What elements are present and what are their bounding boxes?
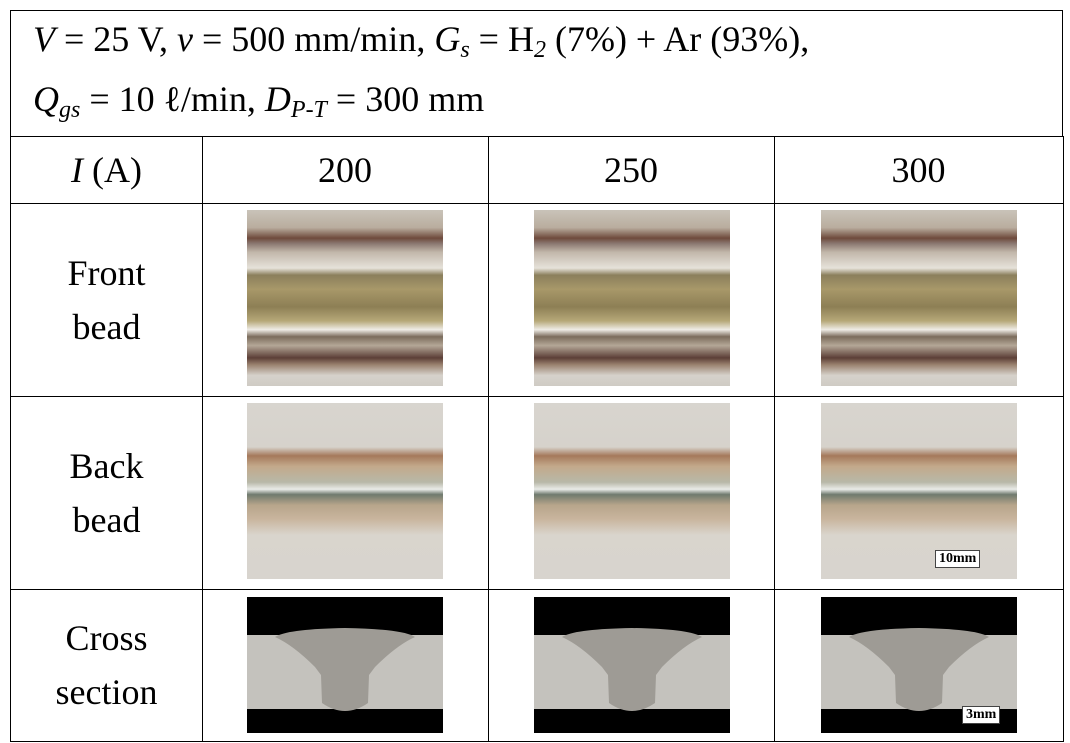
- symbol: v: [177, 19, 193, 59]
- symbol: Q: [33, 79, 59, 119]
- subscript: 2: [533, 37, 546, 63]
- column-value: 250: [604, 150, 658, 190]
- text: = 25 V,: [55, 19, 178, 59]
- scale-label: 10mm: [935, 550, 981, 568]
- text: = 10 ℓ/min,: [80, 79, 265, 119]
- symbol: I: [71, 150, 83, 190]
- subscript: s: [460, 37, 470, 63]
- unit: (A): [83, 150, 142, 190]
- corner-label: I (A): [10, 136, 203, 204]
- row-header: Cross section: [10, 589, 203, 741]
- symbol: V: [33, 19, 55, 59]
- column-header: 200: [202, 136, 488, 204]
- row-label: Front bead: [67, 252, 146, 347]
- subscript: gs: [59, 97, 81, 123]
- front-bead-photo: [821, 210, 1017, 386]
- column-value: 300: [891, 150, 946, 190]
- front-bead-photo: [247, 210, 443, 386]
- cross-section-photo: [247, 597, 443, 733]
- back-bead-photo: [534, 403, 730, 579]
- column-value: 200: [318, 150, 372, 190]
- table-cell: [10, 136, 203, 204]
- header-line: V = 25 V, v = 500 mm/min, Gs = H2 (7%) +…: [33, 18, 809, 64]
- symbol: D: [264, 79, 291, 119]
- symbol: G: [434, 19, 461, 59]
- header-line: Qgs = 10 ℓ/min, DP-T = 300 mm: [33, 78, 484, 124]
- column-header: 300: [774, 136, 1063, 204]
- text: = 500 mm/min,: [193, 19, 435, 59]
- subscript: P-T: [290, 97, 327, 123]
- scale-label: 3mm: [962, 706, 1001, 724]
- front-bead-photo: [534, 210, 730, 386]
- cross-section-photo: [534, 597, 730, 733]
- text: = 300 mm: [326, 79, 485, 119]
- column-header: 250: [488, 136, 774, 204]
- text: (7%) + Ar (93%),: [545, 19, 810, 59]
- table-cell: [774, 589, 1064, 742]
- row-header: Back bead: [10, 396, 203, 589]
- back-bead-photo: [247, 403, 443, 579]
- text: = H: [469, 19, 534, 59]
- row-header: Front bead: [10, 203, 203, 396]
- row-label: Cross section: [55, 618, 158, 712]
- back-bead-photo: [821, 403, 1017, 579]
- row-label: Back bead: [69, 445, 144, 540]
